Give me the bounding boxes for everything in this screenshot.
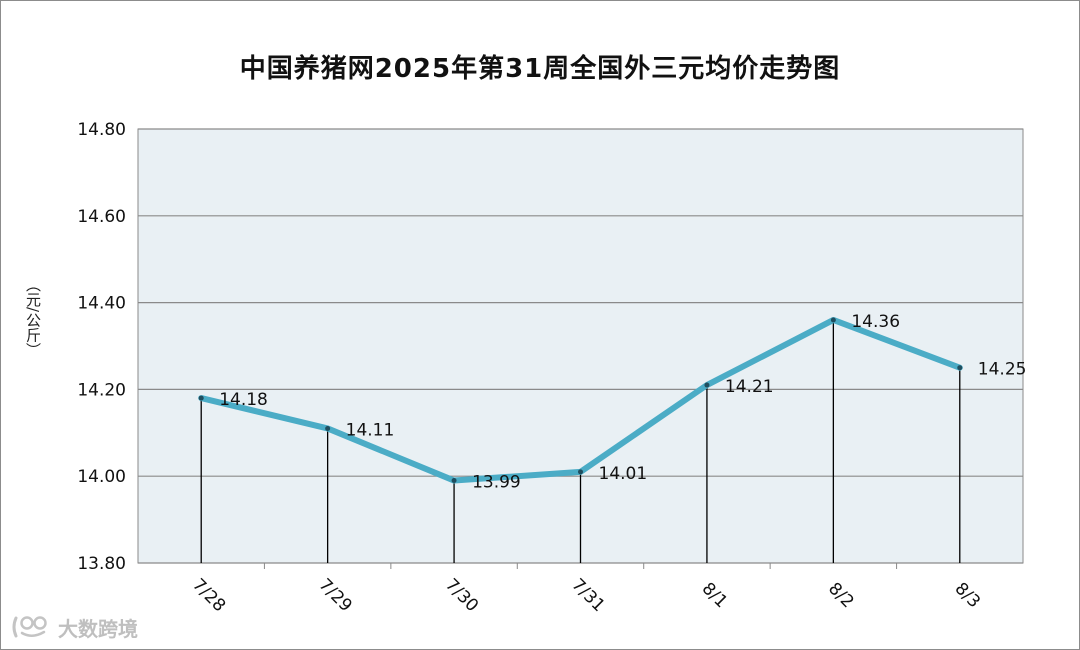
series-layer [198, 316, 963, 484]
data-point [830, 317, 836, 323]
logo-icon [12, 616, 47, 638]
y-tick-label: 14.60 [77, 207, 126, 227]
data-label: 14.01 [599, 464, 648, 484]
watermark-text: 大数跨境 [58, 616, 138, 641]
x-tick-label: 7/29 [315, 575, 356, 616]
x-tick-label: 7/28 [188, 575, 229, 616]
data-label: 14.21 [725, 377, 774, 397]
chart-title: 中国养猪网2025年第31周全国外三元均价走势图 [239, 54, 841, 84]
x-tick-label: 7/31 [567, 575, 608, 616]
data-point [704, 382, 710, 388]
y-tick-label: 14.80 [77, 120, 126, 140]
y-axis-label: （元/公斤） [24, 276, 42, 358]
y-tick-label: 14.20 [77, 380, 126, 400]
data-point [325, 425, 331, 431]
data-point [198, 395, 204, 401]
data-label: 14.25 [978, 360, 1027, 380]
data-point [578, 469, 583, 475]
y-tick-label: 14.00 [77, 467, 126, 487]
data-point [957, 365, 963, 371]
x-tick-label: 8/3 [951, 579, 984, 612]
data-label: 14.11 [346, 420, 395, 440]
y-tick-label: 13.80 [77, 554, 126, 574]
data-label: 14.36 [851, 312, 900, 332]
y-tick-labels: 13.80 14.00 14.20 14.40 14.60 14.80 [77, 120, 126, 574]
x-tick-labels: 7/28 7/29 7/30 7/31 8/1 8/2 8/3 [188, 575, 984, 616]
x-tick-label: 8/1 [698, 579, 731, 612]
x-tick-label: 8/2 [824, 579, 857, 612]
watermark: 大数跨境 [10, 614, 138, 641]
data-point [451, 478, 457, 484]
y-tick-label: 14.40 [77, 294, 126, 314]
data-label: 14.18 [219, 390, 268, 410]
drop-lines [200, 319, 961, 563]
data-label: 13.99 [472, 473, 521, 493]
data-labels: 14.18 14.11 13.99 14.01 14.21 14.36 14.25 [219, 312, 1026, 493]
x-tick-label: 7/30 [441, 575, 482, 616]
